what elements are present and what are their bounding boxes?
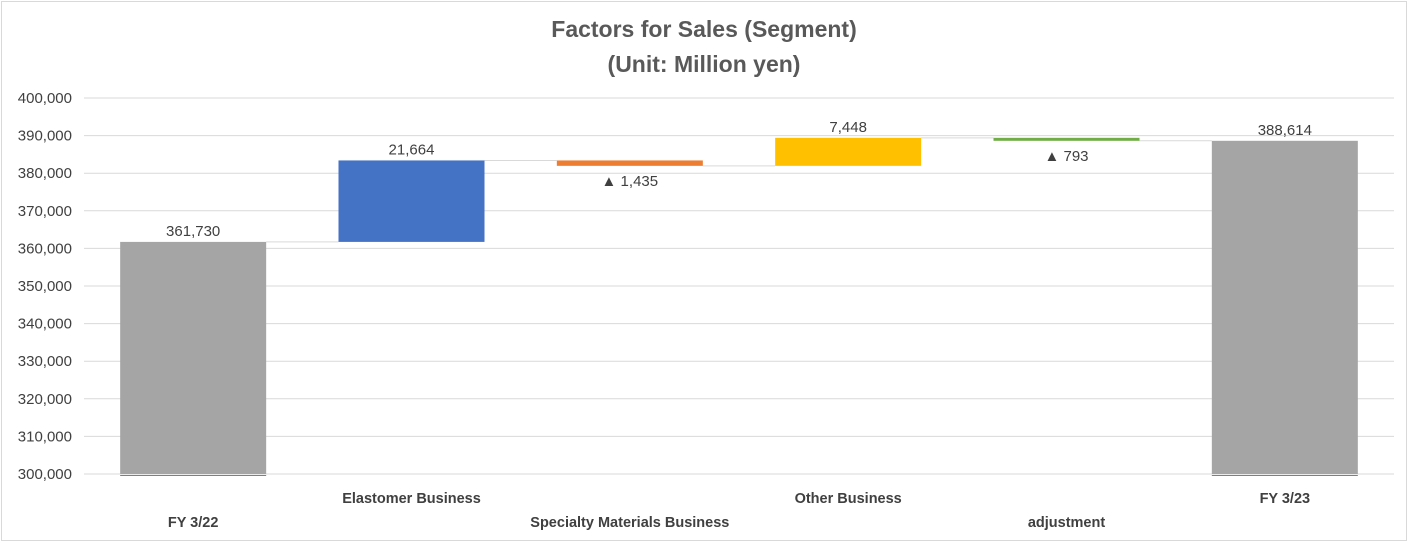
x-category-label: adjustment	[1028, 515, 1106, 531]
y-tick-label: 300,000	[18, 466, 72, 483]
y-tick-label: 390,000	[18, 128, 72, 145]
x-category-label: Other Business	[795, 491, 902, 507]
y-tick-label: 380,000	[18, 165, 72, 182]
y-axis: 300,000 310,000 320,000 330,000 340,000 350,0…	[18, 90, 72, 483]
data-label: 7,448	[829, 119, 867, 136]
bar-total	[120, 241, 267, 474]
gridlines	[84, 97, 1394, 475]
bars	[120, 137, 1358, 476]
bar-decrease	[993, 137, 1140, 141]
y-tick-label: 400,000	[18, 90, 72, 107]
bar-increase	[338, 160, 485, 242]
bar-total	[1211, 140, 1358, 475]
x-category-label: Elastomer Business	[342, 491, 481, 507]
y-tick-label: 330,000	[18, 353, 72, 370]
connector-lines	[266, 137, 1212, 243]
x-category-label: FY 3/22	[168, 515, 219, 531]
x-category-label: Specialty Materials Business	[530, 515, 729, 531]
y-tick-label: 350,000	[18, 278, 72, 295]
y-tick-label: 370,000	[18, 203, 72, 220]
chart-title-line2: (Unit: Million yen)	[608, 51, 801, 77]
data-label: 21,664	[389, 141, 435, 158]
y-tick-label: 310,000	[18, 428, 72, 445]
y-tick-label: 360,000	[18, 240, 72, 257]
x-axis: FY 3/22 Elastomer Business Specialty Mater…	[168, 491, 1310, 531]
bar-increase	[775, 137, 922, 166]
y-tick-label: 320,000	[18, 391, 72, 408]
data-label: ▲ 1,435	[602, 173, 659, 190]
bar-decrease	[556, 160, 703, 166]
data-labels: 361,730 21,664 ▲ 1,435 7,448 ▲ 793 388,614	[166, 119, 1312, 240]
data-label: ▲ 793	[1044, 148, 1088, 165]
x-category-label: FY 3/23	[1260, 491, 1311, 507]
y-tick-label: 340,000	[18, 316, 72, 333]
data-label: 361,730	[166, 223, 220, 240]
chart-title-line1: Factors for Sales (Segment)	[551, 16, 856, 42]
data-label: 388,614	[1258, 122, 1312, 139]
